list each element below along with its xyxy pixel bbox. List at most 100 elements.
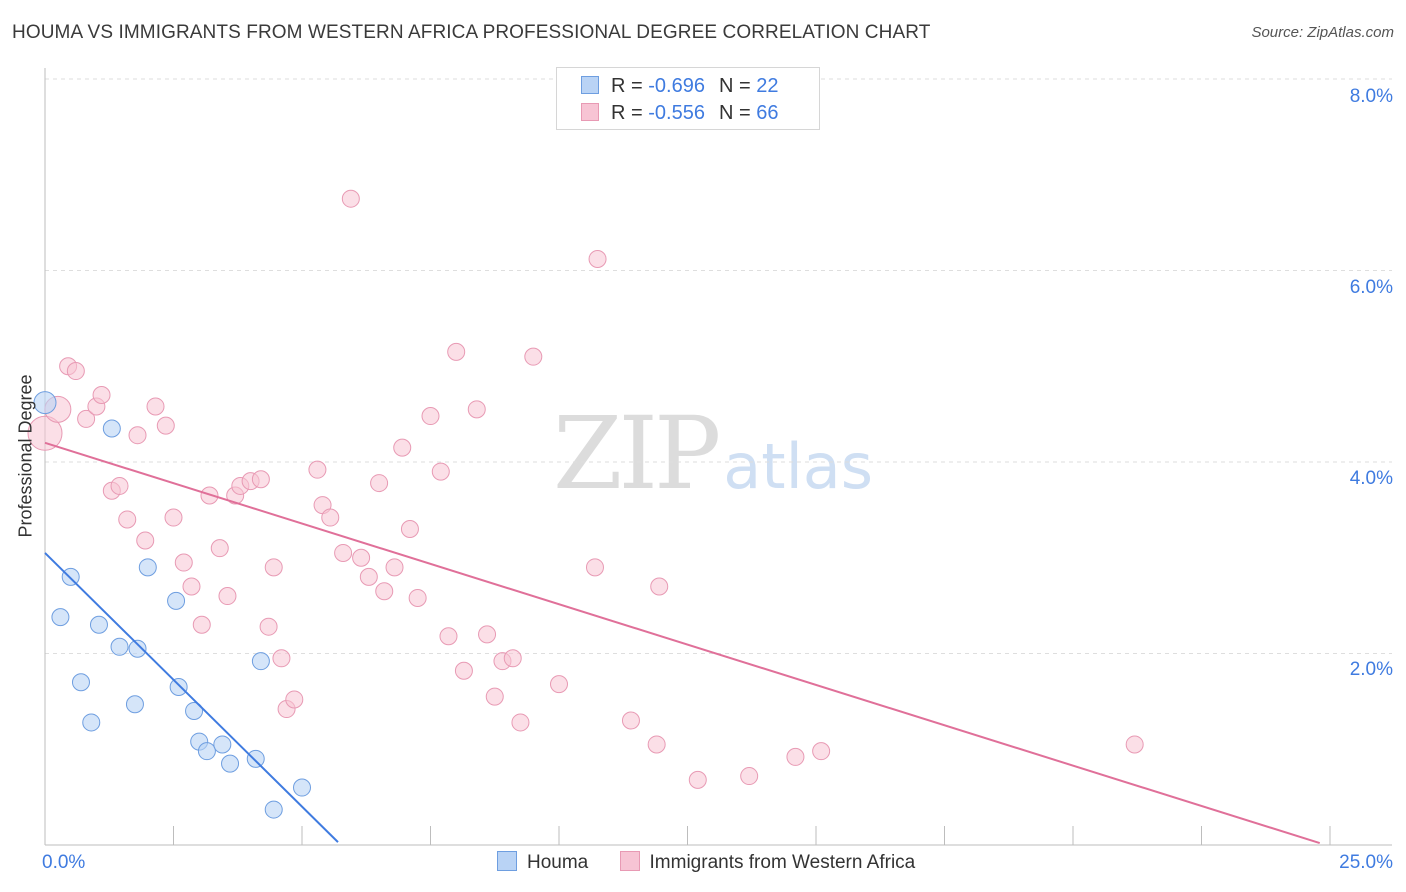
waf-point <box>341 189 360 208</box>
y-tick-label: 4.0% <box>1349 468 1393 489</box>
legend-label-houma: Houma <box>527 852 589 873</box>
houma-point <box>251 652 270 671</box>
houma-point <box>138 558 157 577</box>
waf-point <box>431 462 450 481</box>
stats-row-houma: R = -0.696 N = 22 <box>581 75 778 101</box>
waf-point <box>621 711 640 730</box>
y-tick-label: 8.0% <box>1349 86 1393 107</box>
waf-point <box>285 690 304 709</box>
waf-point <box>156 416 175 435</box>
legend-label-waf: Immigrants from Western Africa <box>649 852 916 873</box>
waf-point <box>485 687 504 706</box>
waf-point <box>218 587 237 606</box>
houma-point <box>167 591 186 610</box>
waf-point <box>786 747 805 766</box>
chart-title: HOUMA VS IMMIGRANTS FROM WESTERN AFRICA … <box>12 22 931 43</box>
houma-swatch <box>581 76 599 94</box>
waf-point <box>136 531 155 550</box>
grid-lines <box>45 78 1392 654</box>
waf-point <box>272 649 291 668</box>
waf-point <box>359 567 378 586</box>
waf-swatch <box>581 103 599 121</box>
n-label: N = <box>718 102 757 124</box>
waf-point <box>650 577 669 596</box>
houma-point <box>33 391 57 415</box>
waf-point <box>439 627 458 646</box>
waf-point <box>174 553 193 572</box>
waf-point <box>370 474 389 493</box>
waf-point <box>27 415 63 451</box>
houma-point <box>102 419 121 438</box>
houma-point <box>169 678 188 697</box>
houma-point <box>185 701 204 720</box>
r-value: -0.556 <box>648 102 705 124</box>
r-value: -0.696 <box>648 75 705 97</box>
houma-point <box>128 639 147 658</box>
n-value: 22 <box>756 75 779 97</box>
x-tick-label-min: 0.0% <box>42 852 86 873</box>
n-value: 66 <box>756 102 779 124</box>
houma-point <box>51 608 70 627</box>
legend-item-waf: Immigrants from Western Africa <box>619 851 916 874</box>
houma-point <box>293 778 311 797</box>
waf-point <box>812 742 831 761</box>
waf-point <box>259 617 278 636</box>
waf-point <box>375 582 394 601</box>
waf-point <box>447 342 466 361</box>
houma-point <box>82 713 101 732</box>
houma-trend-line <box>44 552 339 843</box>
waf-point <box>503 649 522 668</box>
waf-point <box>182 577 201 596</box>
waf-point <box>118 510 137 529</box>
y-tick-label: 2.0% <box>1349 659 1393 680</box>
waf-point <box>251 470 270 489</box>
watermark: ZIPatlas <box>553 395 873 512</box>
stats-legend: R = -0.696 N = 22 R = -0.556 N = 66 <box>556 67 820 130</box>
waf-point <box>467 400 486 419</box>
houma-point <box>246 749 265 768</box>
r-label: R = <box>611 102 649 124</box>
waf-swatch <box>619 851 640 871</box>
waf-point <box>511 713 530 732</box>
waf-point <box>77 409 96 428</box>
houma-point <box>71 673 90 692</box>
waf-point <box>400 520 419 539</box>
waf-point <box>321 508 340 527</box>
axes <box>44 68 1392 846</box>
waf-point <box>146 397 165 416</box>
waf-point <box>210 539 229 558</box>
waf-point <box>264 558 283 577</box>
waf-point <box>92 385 111 404</box>
n-label: N = <box>718 75 757 97</box>
houma-point <box>125 695 144 714</box>
houma-point <box>264 800 283 819</box>
waf-point <box>1125 735 1144 754</box>
waf-point <box>524 347 543 366</box>
stats-row-waf: R = -0.556 N = 66 <box>581 102 778 128</box>
y-axis-label: Professional Degree <box>15 374 36 538</box>
houma-point <box>110 637 129 656</box>
waf-point <box>308 460 327 479</box>
waf-point <box>408 588 427 607</box>
waf-point <box>740 767 759 786</box>
waf-point <box>421 407 440 426</box>
trend-lines <box>44 441 1321 845</box>
waf-point <box>334 543 353 562</box>
x-tick-label-max: 25.0% <box>1339 852 1393 873</box>
houma-point <box>197 742 216 761</box>
series-waf-points <box>27 189 1144 789</box>
r-label: R = <box>611 75 649 97</box>
series-houma-points <box>33 391 311 819</box>
waf-point <box>588 250 607 269</box>
watermark-atlas: atlas <box>723 430 874 503</box>
waf-point <box>352 548 371 567</box>
waf-point <box>550 675 568 694</box>
watermark-zip: ZIP <box>553 395 721 512</box>
waf-point <box>478 625 497 644</box>
source-label: Source: ZipAtlas.com <box>1251 24 1394 41</box>
waf-point <box>454 661 473 680</box>
waf-point <box>128 426 147 445</box>
houma-point <box>89 615 108 634</box>
waf-point <box>66 362 85 381</box>
